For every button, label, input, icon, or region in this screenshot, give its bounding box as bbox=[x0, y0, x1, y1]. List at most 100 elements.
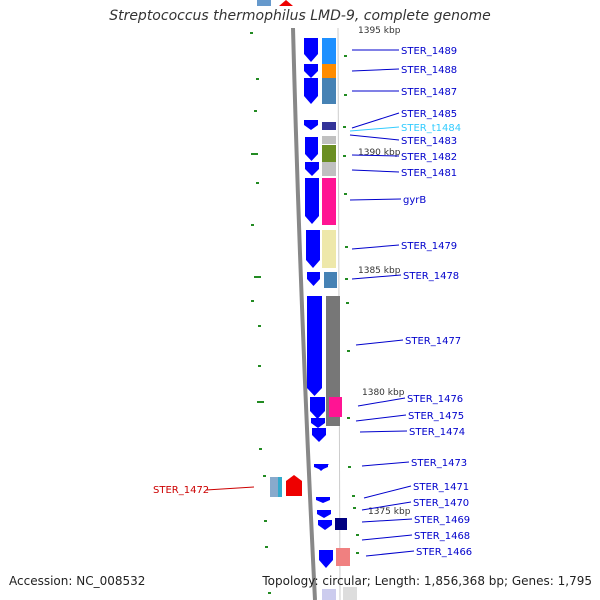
tick-mark bbox=[258, 365, 261, 367]
label-leader-line bbox=[351, 274, 402, 280]
gene-arrow[interactable] bbox=[319, 550, 333, 568]
tick-mark bbox=[353, 507, 356, 509]
gene-ster-1478-label[interactable]: STER_1478 bbox=[403, 271, 459, 282]
label-leader-line bbox=[361, 501, 412, 511]
map-title: Streptococcus thermophilus LMD-9, comple… bbox=[109, 8, 491, 24]
gene-arrow[interactable] bbox=[304, 64, 318, 78]
gene-category-block bbox=[322, 145, 336, 162]
tick-mark bbox=[263, 475, 266, 477]
tick-mark bbox=[347, 350, 350, 352]
label-leader-line bbox=[363, 485, 412, 499]
tick-mark bbox=[344, 94, 347, 96]
tick-mark bbox=[254, 110, 257, 112]
gene-ster-1473-label[interactable]: STER_1473 bbox=[411, 458, 467, 469]
gene-ster-1468-label[interactable]: STER_1468 bbox=[414, 531, 470, 542]
gene-ster-t1484-label[interactable]: STER_t1484 bbox=[401, 123, 461, 134]
gene-ster-1476-label[interactable]: STER_1476 bbox=[407, 394, 463, 405]
gene-ster-1479-label[interactable]: STER_1479 bbox=[401, 241, 457, 252]
gene-ster-1466-label[interactable]: STER_1466 bbox=[416, 547, 472, 558]
gene-arrow[interactable] bbox=[304, 38, 318, 62]
tick-mark bbox=[356, 552, 359, 554]
gene-category-block bbox=[270, 477, 278, 497]
gene-ster-1487-label[interactable]: STER_1487 bbox=[401, 87, 457, 98]
gene-arrow[interactable] bbox=[305, 162, 319, 176]
gene-gyrb-label[interactable]: gyrB bbox=[403, 195, 426, 206]
gene-ster-1470-label[interactable]: STER_1470 bbox=[413, 498, 469, 509]
tick-mark bbox=[258, 325, 261, 327]
gene-category-block bbox=[326, 296, 340, 426]
tick-mark bbox=[344, 193, 347, 195]
gene-arrow[interactable] bbox=[307, 296, 322, 396]
tick-mark bbox=[254, 276, 261, 278]
tick-mark bbox=[345, 278, 348, 280]
tick-mark bbox=[345, 246, 348, 248]
gene-arrow[interactable] bbox=[310, 397, 325, 419]
tick-mark bbox=[264, 520, 267, 522]
gene-ster-1469-label[interactable]: STER_1469 bbox=[414, 515, 470, 526]
gene-ster-1474-label[interactable]: STER_1474 bbox=[409, 427, 465, 438]
gene-arrow bbox=[279, 0, 293, 6]
label-leader-line bbox=[361, 461, 410, 467]
label-leader-line bbox=[205, 486, 255, 491]
tick-mark bbox=[256, 182, 259, 184]
gene-ster-1488-label[interactable]: STER_1488 bbox=[401, 65, 457, 76]
gene-ster-1472-label[interactable]: STER_1472 bbox=[153, 485, 209, 496]
gene-arrow[interactable] bbox=[316, 497, 330, 503]
gene-category-block bbox=[329, 397, 342, 417]
gene-arrow[interactable] bbox=[314, 464, 329, 471]
gene-arrow[interactable] bbox=[304, 78, 318, 104]
gene-category-block bbox=[322, 178, 336, 225]
gene-arrow[interactable] bbox=[307, 272, 320, 286]
tick-mark bbox=[343, 155, 346, 157]
gene-arrow[interactable] bbox=[306, 230, 320, 268]
gene-ster-1489-label[interactable]: STER_1489 bbox=[401, 46, 457, 57]
gene-ster-1482-label[interactable]: STER_1482 bbox=[401, 152, 457, 163]
label-leader-line bbox=[351, 68, 400, 72]
gene-category-block bbox=[335, 518, 347, 530]
tick-mark bbox=[343, 126, 346, 128]
gene-category-block bbox=[278, 477, 282, 497]
label-leader-line bbox=[355, 414, 407, 422]
gene-arrow[interactable] bbox=[305, 147, 318, 161]
genome-summary-text: Topology: circular; Length: 1,856,368 bp… bbox=[262, 574, 592, 588]
genome-backbone bbox=[291, 27, 317, 600]
gene-arrow[interactable] bbox=[318, 520, 332, 530]
kbp-label: 1380 kbp bbox=[362, 388, 405, 398]
gene-arrow[interactable] bbox=[317, 510, 331, 518]
gene-category-block bbox=[343, 587, 357, 600]
gene-category-block bbox=[336, 548, 350, 566]
accession-text: Accession: NC_008532 bbox=[9, 574, 146, 588]
label-leader-line bbox=[351, 169, 400, 173]
gene-category-block bbox=[322, 136, 336, 144]
label-leader-line bbox=[351, 154, 400, 157]
gene-category-block bbox=[322, 78, 336, 104]
tick-mark bbox=[348, 466, 351, 468]
gene-ster-1481-label[interactable]: STER_1481 bbox=[401, 168, 457, 179]
gene-category-block bbox=[324, 272, 337, 288]
tick-mark bbox=[346, 302, 349, 304]
gene-arrow bbox=[322, 589, 336, 600]
gene-ster-1483-label[interactable]: STER_1483 bbox=[401, 136, 457, 147]
gene-category-block bbox=[322, 38, 336, 64]
gene-arrow[interactable] bbox=[312, 428, 326, 442]
label-leader-line bbox=[351, 244, 400, 250]
tick-mark bbox=[356, 534, 359, 536]
label-leader-line bbox=[361, 518, 413, 523]
tick-mark bbox=[257, 401, 264, 403]
label-leader-line bbox=[357, 397, 406, 407]
tick-mark bbox=[344, 55, 347, 57]
label-leader-line bbox=[349, 126, 400, 132]
kbp-label: 1390 kbp bbox=[358, 148, 401, 158]
gene-ster-1475-label[interactable]: STER_1475 bbox=[408, 411, 464, 422]
gene-arrow[interactable] bbox=[305, 178, 319, 224]
tick-mark bbox=[352, 495, 355, 497]
gene-arrow-ster-1472[interactable] bbox=[286, 475, 302, 496]
gene-arrow[interactable] bbox=[311, 418, 325, 428]
gene-ster-1471-label[interactable]: STER_1471 bbox=[413, 482, 469, 493]
gene-ster-1477-label[interactable]: STER_1477 bbox=[405, 336, 461, 347]
gene-ster-1485-label[interactable]: STER_1485 bbox=[401, 109, 457, 120]
gene-category-block bbox=[322, 230, 336, 268]
label-leader-line bbox=[355, 339, 404, 346]
gene-arrow[interactable] bbox=[304, 120, 318, 130]
